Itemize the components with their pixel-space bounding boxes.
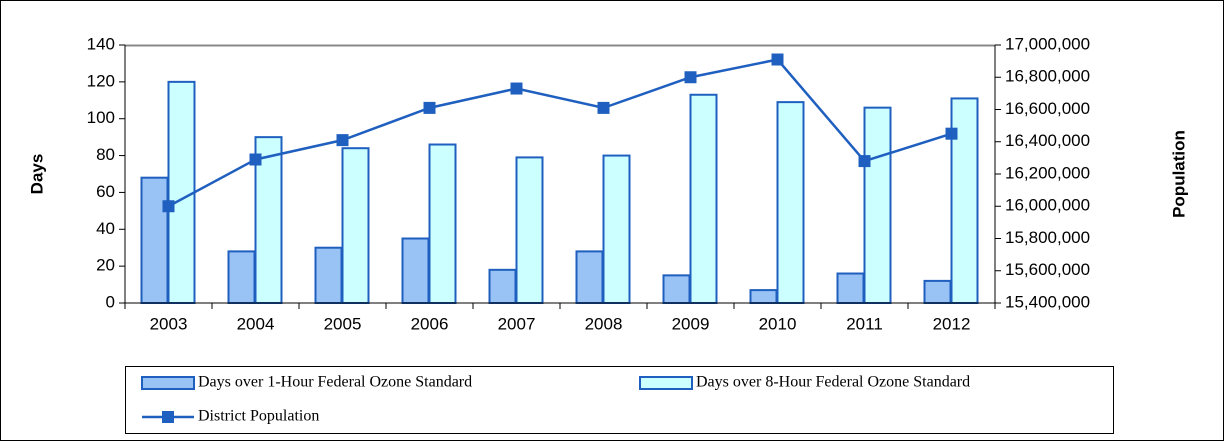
legend-swatch	[639, 376, 693, 390]
bar	[140, 176, 169, 304]
legend-swatch	[141, 376, 195, 390]
bar	[863, 106, 892, 304]
x-tick-label: 2009	[672, 314, 710, 333]
y2-tick-label: 16,600,000	[1005, 99, 1090, 118]
y-tick-label: 60	[96, 182, 115, 201]
legend-label: District Population	[198, 408, 319, 425]
x-tick-label: 2012	[933, 314, 971, 333]
marker	[249, 153, 262, 166]
y2-tick-label: 16,200,000	[1005, 163, 1090, 182]
marker	[945, 127, 958, 140]
legend-label: Days over 8-Hour Federal Ozone Standard	[696, 374, 970, 391]
y2-tick-label: 16,800,000	[1005, 67, 1090, 86]
bar	[428, 143, 457, 304]
x-tick-label: 2006	[411, 314, 449, 333]
marker	[597, 101, 610, 114]
bar	[227, 250, 256, 304]
bar	[515, 156, 544, 304]
marker	[858, 155, 871, 168]
x-tick-label: 2003	[150, 314, 188, 333]
bar	[575, 250, 604, 304]
legend	[125, 366, 1114, 434]
x-tick-label: 2011	[846, 314, 883, 333]
y-tick-label: 140	[87, 34, 115, 53]
bar	[923, 279, 952, 304]
y-axis-label: Days	[27, 154, 46, 195]
bar	[488, 268, 517, 305]
bar	[314, 246, 343, 304]
y-tick-label: 40	[96, 219, 115, 238]
x-tick-label: 2005	[324, 314, 362, 333]
bar	[689, 93, 718, 304]
y-tick-label: 0	[106, 292, 115, 311]
marker	[510, 82, 523, 95]
y-tick-label: 20	[96, 256, 115, 275]
x-tick-label: 2004	[237, 314, 275, 333]
legend-label: Days over 1-Hour Federal Ozone Standard	[198, 374, 472, 391]
y2-tick-label: 16,400,000	[1005, 131, 1090, 150]
y2-tick-label: 15,600,000	[1005, 260, 1090, 279]
bar	[776, 101, 805, 304]
marker	[771, 53, 784, 66]
bar	[749, 289, 778, 305]
marker	[423, 101, 436, 114]
bar	[836, 272, 865, 304]
bar	[167, 80, 196, 304]
y2-tick-label: 15,800,000	[1005, 228, 1090, 247]
x-tick-label: 2008	[585, 314, 623, 333]
y-tick-label: 100	[87, 108, 115, 127]
y-tick-label: 80	[96, 145, 115, 164]
line	[167, 58, 952, 208]
bar	[341, 147, 370, 304]
y2-axis-label: Population	[1169, 130, 1188, 218]
marker	[684, 71, 697, 84]
legend-swatch	[162, 411, 174, 423]
x-tick-label: 2007	[498, 314, 536, 333]
marker	[162, 200, 175, 213]
bar	[662, 274, 691, 305]
y2-tick-label: 15,400,000	[1005, 292, 1090, 311]
y2-tick-label: 17,000,000	[1005, 34, 1090, 53]
bar	[602, 154, 631, 304]
y-tick-label: 120	[87, 71, 115, 90]
y2-tick-label: 16,000,000	[1005, 196, 1090, 215]
bar	[401, 237, 430, 304]
marker	[336, 134, 349, 147]
x-tick-label: 2010	[759, 314, 797, 333]
